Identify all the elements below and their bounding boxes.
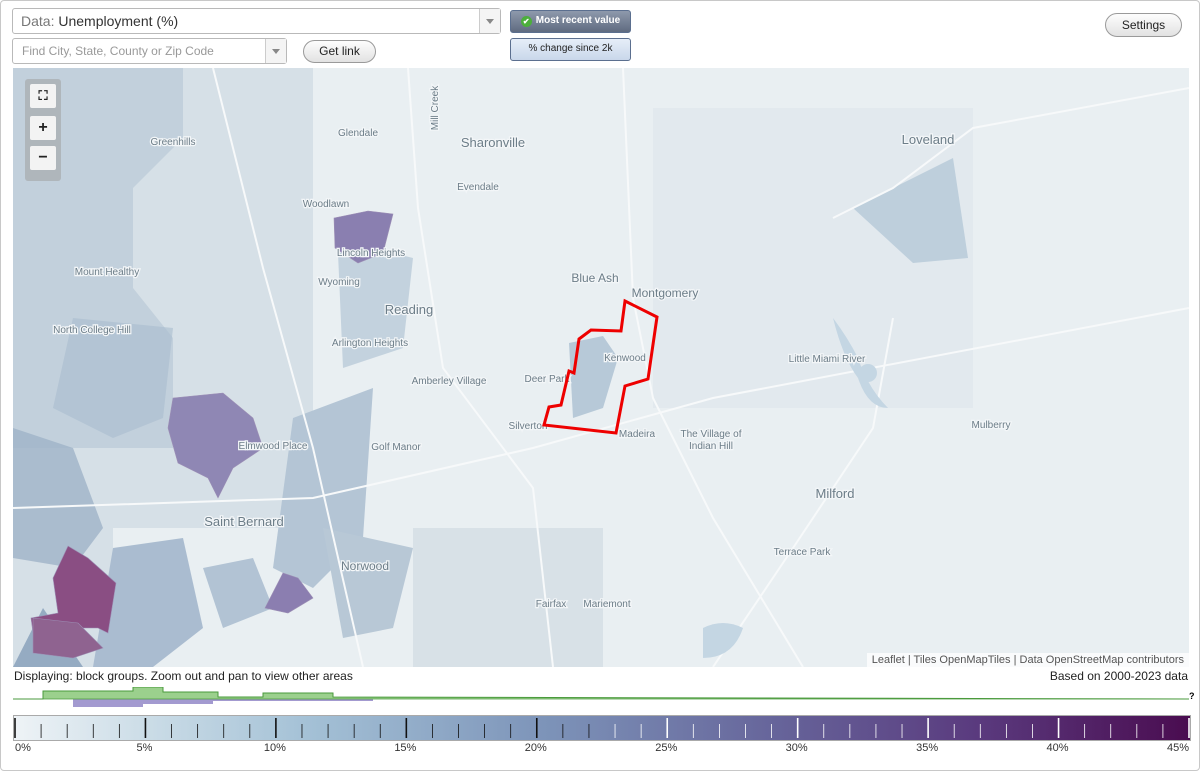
legend-tick-label: 25%	[655, 742, 678, 754]
place-label: Elmwood Place	[239, 441, 308, 452]
place-label: Wyoming	[318, 277, 360, 288]
select-caret	[479, 9, 500, 33]
fullscreen-button[interactable]: ⛶	[30, 84, 56, 108]
data-select[interactable]: Data: Unemployment (%)	[12, 8, 501, 34]
place-label: Mulberry	[972, 420, 1011, 431]
legend-tick-label: 10%	[263, 742, 286, 754]
get-link-text: Get link	[319, 44, 360, 58]
place-label: Little Miami River	[789, 354, 866, 365]
most-recent-toggle[interactable]: ✔ Most recent value	[510, 10, 631, 33]
search-placeholder: Find City, State, County or Zip Code	[22, 44, 214, 58]
settings-button[interactable]: Settings	[1105, 13, 1182, 37]
place-label: Silverton	[509, 421, 548, 432]
place-label: Kenwood	[604, 353, 646, 364]
place-label: Blue Ash	[571, 271, 618, 285]
percent-change-text: % change since 2k	[528, 43, 613, 54]
place-label: Loveland	[902, 132, 955, 147]
get-link-button[interactable]: Get link	[303, 40, 376, 63]
legend-tick-label: 40%	[1046, 742, 1069, 754]
place-label: Reading	[385, 302, 433, 317]
zoom-in-text: +	[38, 119, 48, 136]
place-label: Milford	[815, 486, 854, 501]
place-label: Glendale	[338, 128, 378, 139]
place-label: The Village of	[681, 429, 742, 440]
zoom-out-button[interactable]: −	[30, 146, 56, 170]
place-label: Mount Healthy	[75, 267, 139, 278]
settings-text: Settings	[1121, 18, 1166, 32]
base-tiles	[13, 68, 973, 667]
check-icon: ✔	[520, 16, 532, 27]
help-mark[interactable]: ?	[1189, 691, 1195, 701]
map[interactable]: Mill Creek Glendale Sharonville Greenhills E…	[13, 68, 1189, 667]
displaying-note: Displaying: block groups. Zoom out and p…	[14, 669, 353, 683]
color-legend	[13, 715, 1191, 741]
legend-tick-label: 30%	[785, 742, 808, 754]
place-label: Arlington Heights	[332, 338, 408, 349]
place-label: Madeira	[619, 429, 656, 440]
legend-tick-label: 45%	[1166, 742, 1190, 754]
place-label: Fairfax	[536, 599, 567, 610]
place-label: Sharonville	[461, 135, 525, 150]
data-select-label: Data:	[21, 13, 55, 29]
search-input[interactable]: Find City, State, County or Zip Code	[12, 38, 287, 64]
zoom-out-text: −	[38, 149, 48, 166]
place-label: Indian Hill	[689, 441, 733, 452]
legend-ticks	[14, 718, 1190, 738]
map-attribution: Leaflet | Tiles OpenMapTiles | Data Open…	[866, 653, 1189, 667]
water	[703, 318, 888, 658]
place-label: Deer Park	[524, 374, 570, 385]
search-caret	[265, 39, 286, 63]
place-label: Greenhills	[150, 137, 195, 148]
place-label: Amberley Village	[412, 376, 487, 387]
place-label: Norwood	[341, 559, 389, 573]
choropleth-high	[30, 210, 394, 659]
place-label: Lincoln Heights	[337, 248, 405, 259]
place-label: Golf Manor	[371, 442, 421, 453]
map-layer: Mill Creek Glendale Sharonville Greenhills E…	[13, 68, 1189, 667]
place-label: North College Hill	[53, 325, 131, 336]
percent-change-toggle[interactable]: % change since 2k	[510, 38, 631, 61]
legend-tick-label: 35%	[916, 742, 939, 754]
data-select-value: Unemployment (%)	[58, 13, 179, 29]
legend-tick-label: 15%	[394, 742, 417, 754]
place-label: Woodlawn	[303, 199, 350, 210]
zoom-in-button[interactable]: +	[30, 116, 56, 140]
place-label: Mariemont	[583, 599, 630, 610]
place-label: Montgomery	[632, 286, 699, 300]
most-recent-text: Most recent value	[535, 15, 621, 26]
selected-area-outline	[542, 298, 659, 435]
place-label: Evendale	[457, 182, 499, 193]
place-labels: Mill Creek Glendale Sharonville Greenhills E…	[52, 84, 1012, 612]
legend-tick-label: 0%	[15, 742, 31, 754]
place-label: Saint Bernard	[204, 514, 284, 529]
place-label: Terrace Park	[774, 547, 832, 558]
place-label: Mill Creek	[430, 85, 441, 130]
legend-tick-label: 5%	[136, 742, 153, 754]
data-years-note: Based on 2000-2023 data	[1049, 669, 1188, 683]
zoom-controls: ⛶ + −	[25, 79, 61, 181]
distribution-strip	[13, 687, 1190, 707]
legend-tick-label: 20%	[524, 742, 547, 754]
